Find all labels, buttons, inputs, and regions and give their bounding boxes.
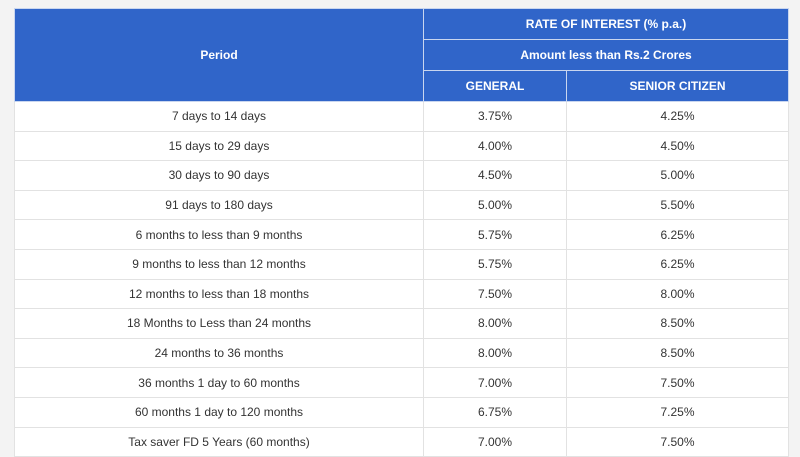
general-rate: 3.75%: [423, 101, 567, 132]
general-rate: 7.00%: [423, 426, 567, 457]
table-row: 18 Months to Less than 24 months 8.00% 8.5…: [14, 308, 790, 339]
table-row: 24 months to 36 months 8.00% 8.50%: [14, 337, 790, 369]
general-rate: 7.50%: [423, 278, 567, 310]
table-row: Tax saver FD 5 Years (60 months) 7.00% 7.5…: [14, 426, 790, 457]
interest-table: Period RATE OF INTEREST (% p.a.) Amount …: [14, 8, 790, 457]
rate-header: RATE OF INTEREST (% p.a.): [422, 8, 790, 40]
senior-rate: 6.25%: [565, 219, 790, 250]
general-header: GENERAL: [423, 70, 567, 102]
period-cell: 15 days to 29 days: [14, 130, 424, 162]
general-rate: 7.00%: [423, 367, 567, 398]
general-rate: 8.00%: [423, 337, 567, 369]
table-row: 60 months 1 day to 120 months 6.75% 7.25%: [14, 396, 790, 428]
senior-rate: 4.50%: [565, 130, 790, 162]
senior-rate: 7.50%: [565, 426, 790, 457]
table-row: 36 months 1 day to 60 months 7.00% 7.50%: [14, 367, 790, 398]
senior-rate: 6.25%: [565, 248, 790, 280]
table-row: 7 days to 14 days 3.75% 4.25%: [14, 101, 790, 132]
period-cell: 36 months 1 day to 60 months: [14, 367, 424, 398]
period-cell: 60 months 1 day to 120 months: [14, 396, 424, 428]
table-row: 91 days to 180 days 5.00% 5.50%: [14, 189, 790, 221]
period-cell: 91 days to 180 days: [14, 189, 424, 221]
period-cell: 7 days to 14 days: [14, 101, 424, 132]
general-rate: 5.75%: [423, 219, 567, 250]
senior-rate: 8.50%: [565, 337, 790, 369]
table-body: 7 days to 14 days 3.75% 4.25% 15 days to 29…: [14, 101, 790, 457]
table-row: 15 days to 29 days 4.00% 4.50%: [14, 130, 790, 162]
table-row: 9 months to less than 12 months 5.75% 6.25…: [14, 248, 790, 280]
period-cell: 6 months to less than 9 months: [14, 219, 424, 250]
general-rate: 8.00%: [423, 308, 567, 339]
period-cell: 12 months to less than 18 months: [14, 278, 424, 310]
general-rate: 4.00%: [423, 130, 567, 162]
table-row: 30 days to 90 days 4.50% 5.00%: [14, 160, 790, 191]
period-cell: 24 months to 36 months: [14, 337, 424, 369]
senior-rate: 8.00%: [565, 278, 790, 310]
period-cell: 18 Months to Less than 24 months: [14, 308, 424, 339]
senior-rate: 5.00%: [565, 160, 790, 191]
senior-rate: 4.25%: [565, 101, 790, 132]
senior-rate: 7.25%: [565, 396, 790, 428]
period-cell: 9 months to less than 12 months: [14, 248, 424, 280]
senior-header: SENIOR CITIZEN: [565, 70, 790, 102]
general-rate: 4.50%: [423, 160, 567, 191]
senior-rate: 5.50%: [565, 189, 790, 221]
period-cell: Tax saver FD 5 Years (60 months): [14, 426, 424, 457]
general-rate: 5.00%: [423, 189, 567, 221]
general-rate: 5.75%: [423, 248, 567, 280]
amount-header: Amount less than Rs.2 Crores: [422, 39, 790, 71]
senior-rate: 8.50%: [565, 308, 790, 339]
table-row: 6 months to less than 9 months 5.75% 6.25%: [14, 219, 790, 250]
period-cell: 30 days to 90 days: [14, 160, 424, 191]
period-header: Period: [14, 8, 424, 102]
table-row: 12 months to less than 18 months 7.50% 8.0…: [14, 278, 790, 310]
senior-rate: 7.50%: [565, 367, 790, 398]
general-rate: 6.75%: [423, 396, 567, 428]
